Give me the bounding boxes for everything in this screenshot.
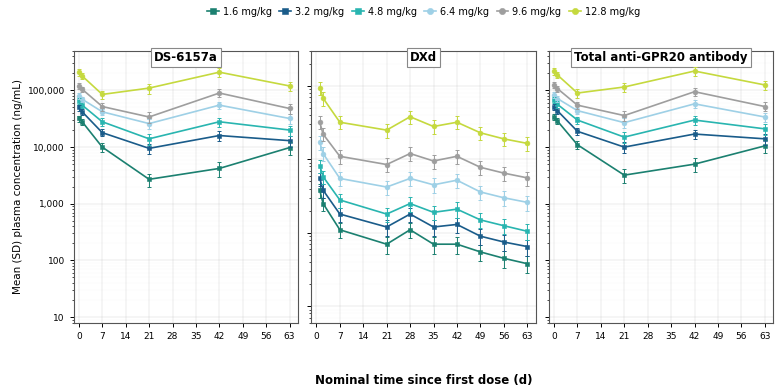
Text: DXd: DXd xyxy=(410,51,437,64)
Text: DS-6157a: DS-6157a xyxy=(154,51,218,64)
Y-axis label: Mean (SD) plasma concentration (ng/mL): Mean (SD) plasma concentration (ng/mL) xyxy=(13,79,23,294)
Legend: 1.6 mg/kg, 3.2 mg/kg, 4.8 mg/kg, 6.4 mg/kg, 9.6 mg/kg, 12.8 mg/kg: 1.6 mg/kg, 3.2 mg/kg, 4.8 mg/kg, 6.4 mg/… xyxy=(207,7,639,17)
Text: Total anti-GPR20 antibody: Total anti-GPR20 antibody xyxy=(574,51,747,64)
Text: Nominal time since first dose (d): Nominal time since first dose (d) xyxy=(315,374,532,387)
